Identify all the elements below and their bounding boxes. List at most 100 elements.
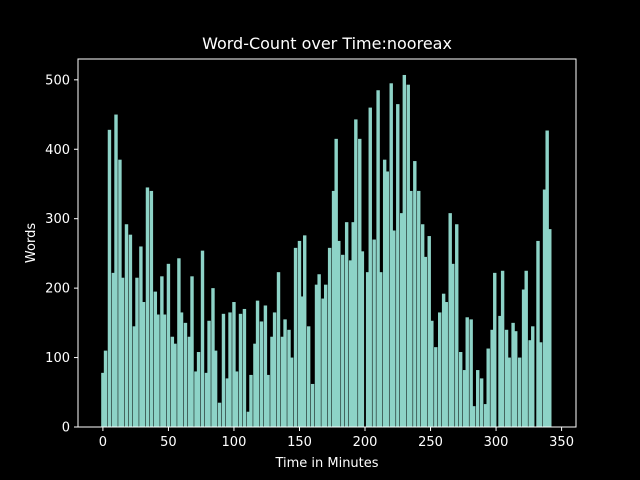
bar — [101, 372, 105, 427]
bar — [417, 190, 421, 427]
bar — [507, 357, 511, 427]
bar — [323, 284, 328, 427]
bar — [177, 258, 181, 427]
bar — [511, 322, 515, 427]
x-tick-label: 250 — [418, 435, 443, 450]
y-axis-label: Words — [24, 223, 39, 263]
bar — [183, 322, 188, 427]
bar — [196, 352, 201, 427]
bar — [207, 320, 211, 427]
bar — [310, 383, 315, 427]
bar — [402, 74, 407, 427]
bar — [225, 378, 230, 427]
bar — [272, 312, 277, 427]
bar — [238, 313, 243, 427]
bar — [548, 229, 552, 427]
bar — [141, 302, 146, 427]
bar — [465, 317, 469, 427]
bar — [354, 119, 358, 428]
bar — [528, 340, 532, 427]
bar — [348, 260, 353, 427]
bar — [242, 308, 247, 427]
bar — [270, 336, 274, 427]
bar — [469, 319, 473, 427]
bar — [521, 289, 526, 427]
bar — [441, 293, 446, 427]
bar — [139, 246, 143, 427]
bar — [341, 254, 345, 427]
bar — [128, 234, 133, 427]
bar — [327, 247, 332, 427]
bar — [358, 138, 362, 427]
x-tick-label: 0 — [99, 435, 107, 450]
bar — [498, 315, 502, 427]
bar — [427, 236, 431, 427]
bar — [149, 190, 154, 427]
bar — [514, 331, 518, 427]
chart-title: Word-Count over Time:nooreax — [202, 34, 452, 53]
bar — [194, 371, 198, 427]
axes-frame — [77, 58, 577, 428]
bar — [321, 298, 325, 427]
bar — [160, 276, 164, 427]
y-tick-label: 200 — [45, 282, 70, 297]
y-tick-label: 400 — [45, 143, 70, 158]
bar — [399, 213, 404, 427]
bar — [462, 370, 467, 427]
bar — [145, 187, 150, 427]
bar — [500, 270, 505, 427]
bar — [255, 300, 260, 427]
bar — [107, 129, 112, 428]
bar — [259, 321, 264, 427]
bar — [173, 343, 177, 427]
bar — [337, 240, 341, 427]
bar — [396, 104, 400, 427]
bar — [538, 342, 543, 427]
bar — [221, 313, 226, 427]
x-tick-label: 200 — [353, 435, 378, 450]
x-tick-label: 50 — [160, 435, 177, 450]
bar — [448, 213, 452, 427]
x-tick-label: 100 — [222, 435, 247, 450]
bar — [204, 372, 209, 427]
bar — [389, 83, 393, 428]
bar — [190, 276, 194, 427]
bar — [263, 305, 268, 427]
bar — [162, 314, 167, 427]
bar — [317, 274, 321, 427]
bar — [451, 263, 455, 427]
bar — [200, 250, 205, 427]
bar — [135, 277, 139, 427]
bar — [455, 224, 459, 427]
bar — [276, 272, 281, 427]
bar — [170, 336, 175, 427]
bar — [213, 350, 218, 427]
bar — [344, 222, 349, 427]
bar — [246, 411, 251, 427]
bar — [392, 230, 396, 427]
bar — [365, 272, 370, 427]
bar — [132, 326, 137, 427]
bar — [517, 357, 522, 427]
bar — [413, 161, 417, 427]
bar — [486, 348, 490, 427]
bar — [253, 343, 257, 427]
bar — [479, 378, 484, 427]
bar — [524, 270, 528, 427]
bar — [493, 272, 497, 427]
x-tick-label: 150 — [287, 435, 312, 450]
bar — [287, 329, 291, 427]
bar — [103, 350, 108, 427]
bar — [444, 302, 448, 427]
bar — [406, 84, 410, 428]
bar — [249, 374, 253, 427]
bar — [297, 240, 302, 427]
bar — [430, 320, 434, 427]
bar — [504, 329, 509, 427]
bar — [385, 171, 389, 427]
bar — [472, 406, 476, 427]
bar — [483, 404, 488, 427]
bar — [266, 374, 270, 427]
bar — [423, 256, 427, 427]
